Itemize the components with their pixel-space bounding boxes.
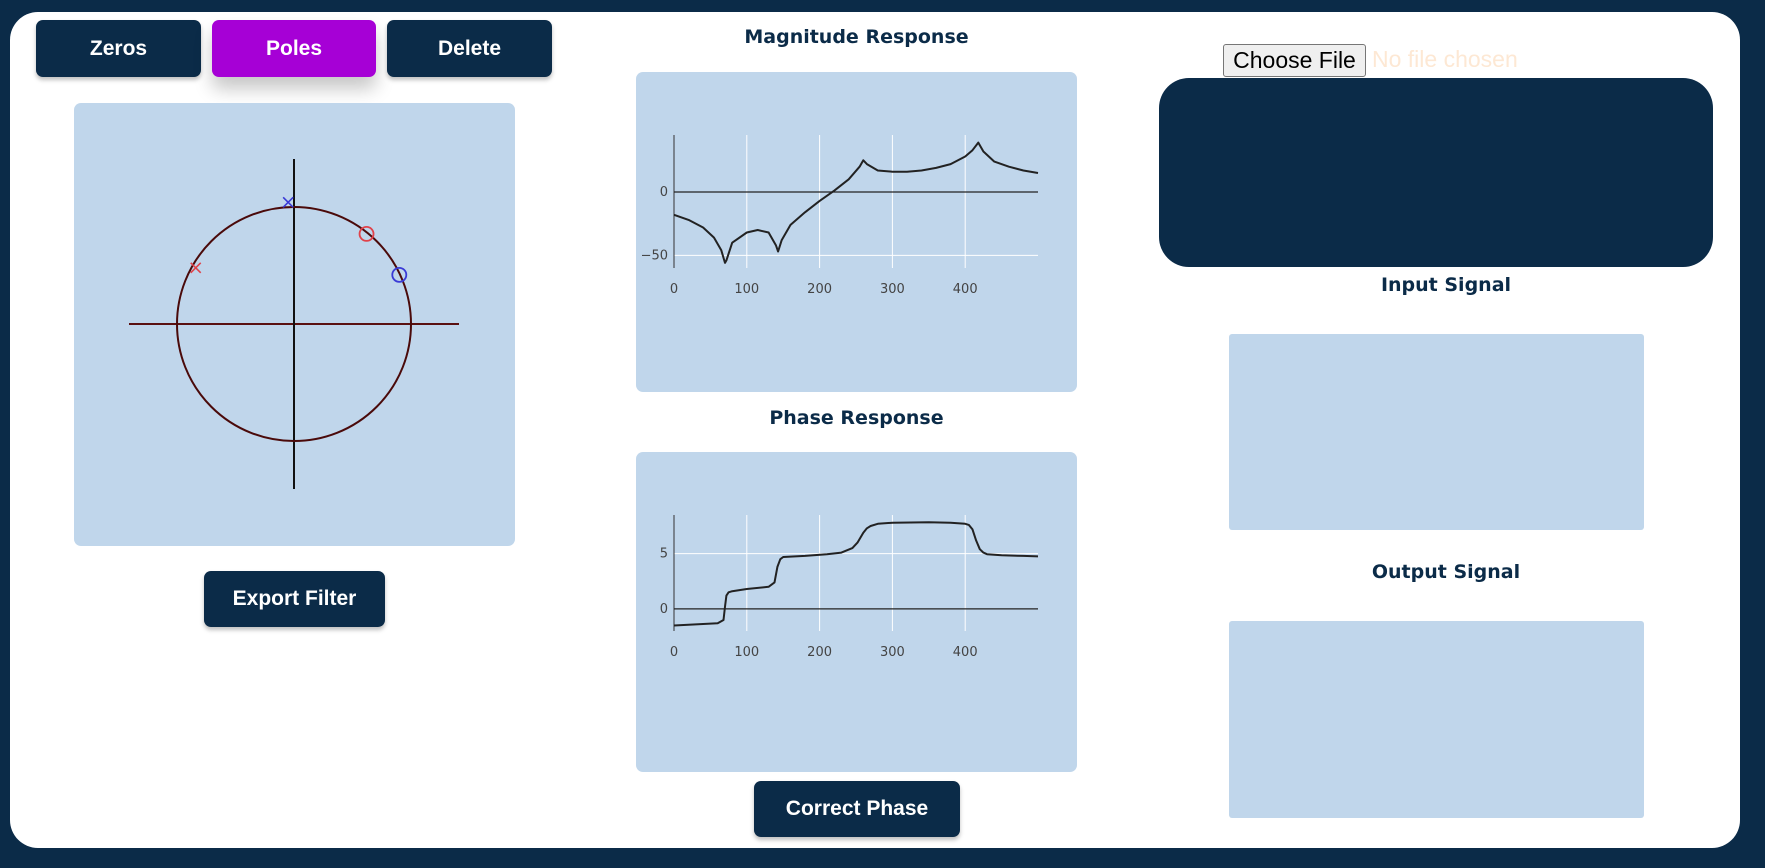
series-line xyxy=(673,141,1039,264)
magnitude-response-title: Magnitude Response xyxy=(744,26,969,48)
phase-response-panel[interactable]: 0 100 200 300 400 0 5 xyxy=(636,452,1077,772)
x-tick-label: 200 xyxy=(807,282,832,297)
correct-phase-button[interactable]: Correct Phase xyxy=(754,781,960,837)
x-tick-label: 100 xyxy=(734,645,759,660)
z-plane-panel[interactable] xyxy=(74,103,515,546)
x-tick-label: 400 xyxy=(953,282,978,297)
x-tick-label: 0 xyxy=(670,282,678,297)
y-tick-label: 0 xyxy=(660,602,668,617)
pole-stroke xyxy=(282,196,294,208)
phase-response-chart[interactable]: 0 100 200 300 400 0 5 xyxy=(636,452,1077,772)
y-tick-label: 5 xyxy=(660,547,668,562)
unit-circle xyxy=(176,206,412,442)
file-status-text: No file chosen xyxy=(1372,46,1518,72)
pole-marker xyxy=(190,262,202,274)
phase-response-title: Phase Response xyxy=(769,407,944,429)
output-signal-title: Output Signal xyxy=(1371,561,1521,583)
x-tick-label: 300 xyxy=(880,282,905,297)
series-line xyxy=(673,521,1039,627)
export-filter-button[interactable]: Export Filter xyxy=(204,571,385,627)
signal-display-area xyxy=(1159,78,1713,267)
zeros-button[interactable]: Zeros xyxy=(36,20,201,77)
output-signal-panel[interactable] xyxy=(1229,621,1644,818)
zero-marker xyxy=(391,266,408,283)
x-tick-label: 400 xyxy=(953,645,978,660)
pole-marker xyxy=(282,196,294,208)
pole-stroke xyxy=(190,262,202,274)
choose-file-button[interactable]: Choose File xyxy=(1223,44,1366,77)
x-tick-label: 0 xyxy=(670,645,678,660)
z-plane-plot[interactable] xyxy=(74,103,515,546)
magnitude-response-panel[interactable]: 0 100 200 300 400 −50 0 xyxy=(636,72,1077,392)
x-tick-label: 200 xyxy=(807,645,832,660)
x-tick-label: 100 xyxy=(734,282,759,297)
main-card: Zeros Poles Delete Export Filter Magnitu… xyxy=(10,12,1740,848)
y-tick-label: −50 xyxy=(641,248,668,263)
input-signal-title: Input Signal xyxy=(1380,274,1512,296)
poles-button[interactable]: Poles xyxy=(212,20,376,77)
zero-marker xyxy=(358,226,375,242)
x-tick-label: 300 xyxy=(880,645,905,660)
input-signal-panel[interactable] xyxy=(1229,334,1644,530)
y-tick-label: 0 xyxy=(660,185,668,200)
magnitude-response-chart[interactable]: 0 100 200 300 400 −50 0 xyxy=(636,72,1077,392)
delete-button[interactable]: Delete xyxy=(387,20,552,77)
